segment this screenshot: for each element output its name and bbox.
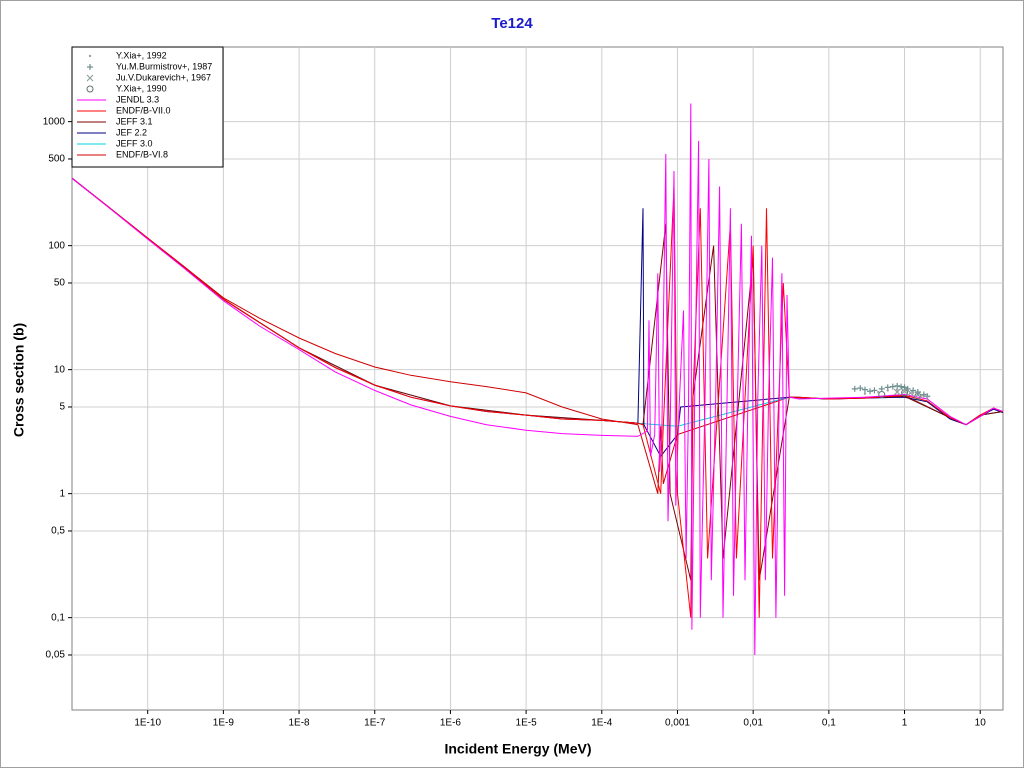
x-tick-label: 1E-9 <box>213 718 235 729</box>
legend-label: JENDL 3.3 <box>116 94 159 104</box>
x-tick-label: 1E-7 <box>364 718 386 729</box>
plus-marker <box>867 388 874 395</box>
legend-label: JEFF 3.1 <box>116 116 153 126</box>
dot-marker <box>903 389 906 392</box>
plus-marker <box>894 382 901 389</box>
legend-box <box>71 46 224 168</box>
x-marker <box>86 74 94 82</box>
x-tick-label: 1E-4 <box>591 718 613 729</box>
x-tick-label: 1 <box>902 718 908 729</box>
x-tick-label: 1E-10 <box>134 718 161 729</box>
y-tick-label: 0,5 <box>51 526 65 537</box>
series-layer <box>72 103 1003 656</box>
legend-label: JEFF 3.0 <box>116 138 153 148</box>
x-tick-label: 10 <box>975 718 987 729</box>
plus-marker <box>851 385 858 392</box>
plus-marker <box>857 385 864 392</box>
grid <box>72 47 1003 710</box>
plus-marker <box>878 385 885 392</box>
x-tick-label: 0,001 <box>665 718 690 729</box>
dot-marker <box>911 391 915 395</box>
dot-marker <box>926 395 929 399</box>
y-axis-title: Cross section (b) <box>11 323 27 437</box>
dot-marker <box>920 394 924 397</box>
x-marker <box>893 388 901 396</box>
series-line <box>72 103 1003 656</box>
dot-marker <box>877 390 880 394</box>
y-tick-label: 1 <box>59 488 65 499</box>
x-tick-label: 1E-5 <box>516 718 538 729</box>
x-tick-label: 1E-8 <box>288 718 310 729</box>
y-tick-label: 50 <box>54 278 66 289</box>
plot-area <box>71 46 1004 711</box>
legend-label: Y.Xia+, 1992 <box>116 50 167 60</box>
legend-label: Yu.M.Burmistrov+, 1987 <box>116 61 212 71</box>
x-tick-label: 0,1 <box>822 718 836 729</box>
dot-marker <box>886 389 889 392</box>
plus-marker <box>87 64 93 70</box>
x-tick-label: 0,01 <box>743 718 763 729</box>
legend-label: JEF 2.2 <box>116 127 147 137</box>
plus-marker <box>914 389 921 396</box>
ticks: 1E-10 1E-9 1E-8 1E-7 1E-6 1E-5 1E-4 0,001 0,01 0,… <box>43 116 986 728</box>
x-tick-label: 1E-6 <box>440 718 462 729</box>
legend-label: ENDF/B-VII.0 <box>116 105 171 115</box>
y-tick-label: 10 <box>54 364 66 375</box>
dot-marker <box>895 388 899 391</box>
dot-marker <box>88 54 92 58</box>
plus-marker <box>898 383 905 390</box>
dot-marker <box>863 392 867 395</box>
x-axis-title: Incident Energy (MeV) <box>444 741 591 757</box>
y-tick-label: 1000 <box>43 116 66 127</box>
y-tick-label: 0,05 <box>46 650 66 661</box>
plus-marker <box>904 385 911 392</box>
circle-marker <box>86 85 94 93</box>
y-tick-label: 100 <box>48 240 65 251</box>
y-tick-label: 5 <box>59 402 65 413</box>
plus-marker <box>889 383 896 390</box>
legend-label: ENDF/B-VI.8 <box>116 149 168 159</box>
chart-title: Te124 <box>491 15 533 32</box>
y-tick-label: 0,1 <box>51 612 65 623</box>
series-line <box>72 177 1003 618</box>
plus-marker <box>871 387 878 394</box>
plus-marker <box>861 386 868 393</box>
y-tick-label: 500 <box>48 154 65 165</box>
legend-label: Y.Xia+, 1990 <box>116 83 167 93</box>
legend-label: Ju.V.Dukarevich+, 1967 <box>116 72 211 82</box>
